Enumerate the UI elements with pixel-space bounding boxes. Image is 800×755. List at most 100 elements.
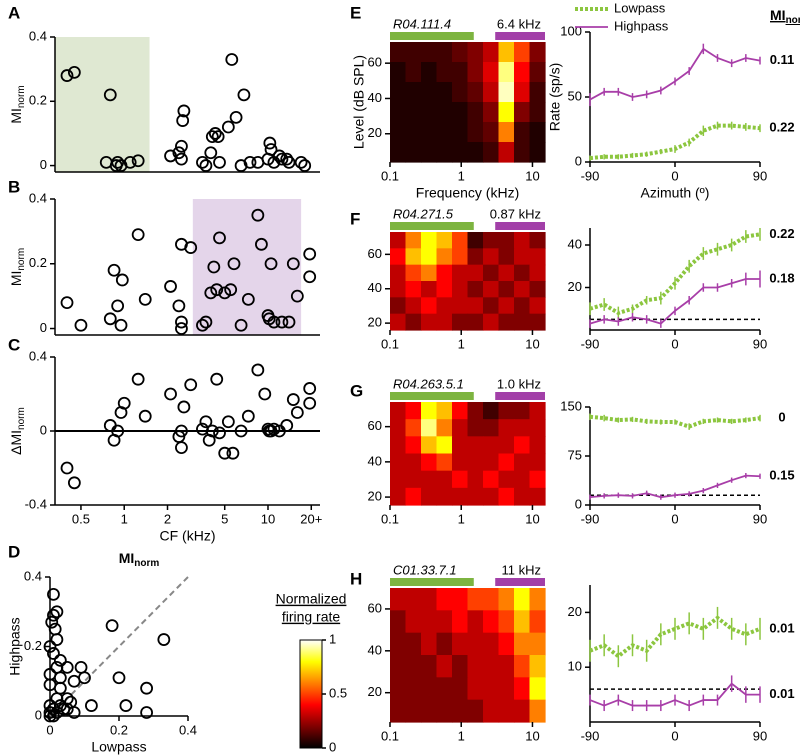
heat-cell (436, 655, 453, 678)
heat-cell (436, 487, 453, 506)
data-point (45, 615, 59, 629)
heat-cell (421, 655, 438, 678)
heat-cell (421, 588, 438, 611)
heat-cell (467, 232, 484, 249)
heat-cell (390, 436, 407, 455)
data-point (119, 699, 133, 712)
best-frequency: 0.87 kHz (490, 206, 541, 221)
series-line (589, 47, 761, 101)
heat-cell (390, 402, 407, 420)
data-point (175, 424, 188, 438)
frequency-band (495, 32, 545, 40)
heat-cell (421, 42, 438, 63)
heat-cell (421, 470, 438, 489)
data-point (177, 104, 191, 118)
data-point (175, 315, 188, 329)
data-point (78, 671, 91, 685)
data-point (43, 709, 57, 723)
heat-cell (483, 313, 500, 331)
heat-cell (498, 122, 515, 143)
heat-cell (483, 102, 500, 123)
data-point (164, 387, 177, 401)
heat-cell (421, 699, 438, 723)
y-tick-label: 0.2 (29, 93, 47, 108)
y-tick-label: 20 (368, 684, 382, 699)
data-point (47, 587, 60, 601)
heat-cell (421, 402, 438, 420)
heat-cell (421, 281, 438, 298)
data-point (74, 318, 88, 332)
heat-cell (452, 232, 469, 249)
heat-cell (421, 122, 438, 143)
data-point (112, 671, 126, 685)
x-tick-label: 90 (753, 511, 767, 526)
heat-cell (452, 453, 469, 472)
heat-cell (529, 313, 546, 331)
legend-label: Lowpass (614, 0, 666, 15)
heat-cell (436, 248, 453, 266)
heat-cell (467, 487, 484, 506)
data-point (234, 318, 248, 332)
heat-cell (498, 470, 515, 489)
best-frequency: 11 kHz (502, 562, 542, 577)
heat-cell (483, 632, 500, 656)
heat-cell (498, 677, 515, 701)
heat-cell (436, 402, 453, 420)
heat-cell (421, 62, 438, 83)
heat-cell (436, 419, 453, 437)
heat-cell (421, 632, 438, 656)
data-point (111, 155, 125, 169)
data-point (60, 296, 74, 310)
data-point (111, 424, 125, 438)
data-point (115, 273, 129, 287)
data-point (176, 114, 190, 127)
panel-letter: B (8, 177, 20, 196)
data-point (282, 315, 296, 329)
heat-cell (436, 232, 453, 249)
data-point (208, 127, 222, 140)
heat-cell (405, 402, 422, 420)
heat-cell (405, 436, 422, 455)
heat-cell (405, 313, 422, 331)
heat-cell (529, 632, 546, 656)
heat-cell (436, 297, 453, 315)
heat-cell (452, 699, 469, 723)
data-point (213, 426, 226, 440)
heat-cell (514, 487, 531, 506)
x-tick-label: 0.1 (381, 728, 399, 743)
data-point (157, 633, 171, 646)
mi-header-main: MI (770, 7, 786, 23)
heat-cell (514, 402, 531, 420)
heat-cell (529, 142, 546, 163)
heat-cell (467, 264, 484, 282)
data-point (207, 260, 221, 274)
data-point (177, 400, 191, 414)
heat-cell (436, 588, 453, 611)
y-tick-label: 20 (568, 604, 582, 619)
x-tick-label: 0.5 (72, 511, 90, 526)
heat-cell (514, 632, 531, 656)
heat-cell (452, 436, 469, 455)
heat-cell (467, 281, 484, 298)
data-point (264, 143, 278, 156)
data-point (280, 419, 294, 432)
heat-cell (529, 436, 546, 455)
heat-cell (436, 82, 453, 103)
heat-cell (467, 677, 484, 701)
data-point (303, 247, 317, 261)
heat-cell (467, 62, 484, 83)
data-point (213, 155, 226, 169)
heat-cell (390, 313, 407, 331)
y-tick-label: 60 (368, 246, 382, 261)
heat-cell (498, 102, 515, 123)
y-tick-label: 0.4 (29, 190, 47, 205)
data-point (47, 709, 60, 723)
y-axis-label-main: ΔMI (8, 430, 24, 455)
data-point (205, 424, 219, 438)
heat-cell (467, 82, 484, 103)
series-line (589, 278, 760, 325)
data-point (53, 681, 67, 695)
heat-cell (514, 281, 531, 298)
heat-cell (529, 402, 546, 420)
y-tick-label: 0 (40, 320, 47, 335)
